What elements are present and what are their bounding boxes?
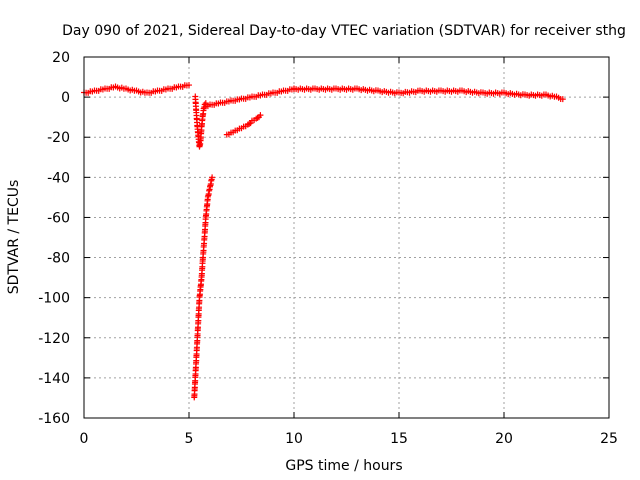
- series-drop: [192, 93, 209, 150]
- series-recovery: [202, 86, 297, 110]
- plot-frame: [83, 56, 610, 419]
- x-tick-label: 15: [390, 431, 408, 447]
- y-tick-label: -80: [47, 251, 70, 267]
- y-tick-label: -160: [38, 411, 70, 427]
- y-tick-label: -20: [47, 130, 70, 146]
- y-axis-label: SDTVAR / TECUs: [6, 180, 22, 295]
- y-tick-label: -60: [47, 210, 70, 226]
- y-tick-label: -40: [47, 170, 70, 186]
- x-tick-label: 20: [495, 431, 513, 447]
- data-point: [209, 174, 216, 181]
- data-point: [257, 112, 264, 119]
- chart-title: Day 090 of 2021, Sidereal Day-to-day VTE…: [62, 23, 626, 39]
- data-point: [559, 96, 566, 103]
- x-tick-label: 0: [80, 431, 89, 447]
- series-secondary-segment: [223, 112, 264, 138]
- data-point: [186, 82, 192, 89]
- y-tick-label: 20: [52, 50, 70, 66]
- y-tick-label: -100: [38, 291, 70, 307]
- data-points: [81, 82, 566, 401]
- x-tick-label: 10: [285, 431, 303, 447]
- y-tick-label: -120: [38, 331, 70, 347]
- axis-ticks: [83, 56, 610, 419]
- y-tick-label: -140: [38, 371, 70, 387]
- x-tick-label: 5: [185, 431, 194, 447]
- series-late-trace: [291, 85, 566, 103]
- y-tick-label: 0: [61, 90, 70, 106]
- x-tick-label: 25: [600, 431, 618, 447]
- tick-labels: 0 5 10 15 20 25 -160 -140 -120 -100 -80 -60 -40 -20 0 2…: [38, 50, 618, 447]
- grid-lines: [84, 57, 609, 418]
- series-main-trace: [81, 82, 192, 96]
- x-axis-label: GPS time / hours: [285, 458, 402, 474]
- series-deep-spike: [191, 174, 216, 401]
